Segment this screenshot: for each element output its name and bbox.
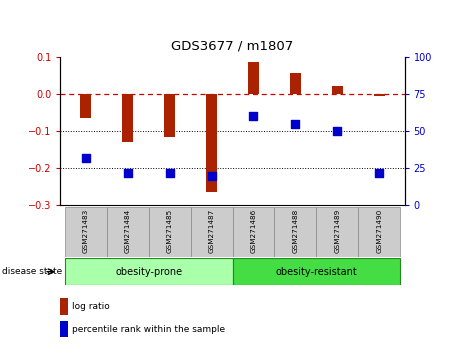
Point [292,121,299,126]
Bar [164,94,175,137]
Bar [60,321,68,337]
Point [166,170,173,176]
Text: log ratio: log ratio [73,302,110,311]
Point [334,128,341,134]
Bar [122,94,133,142]
Text: GSM271490: GSM271490 [376,209,382,253]
Text: disease state: disease state [2,267,63,276]
Bar [149,207,191,257]
Text: GSM271485: GSM271485 [166,209,173,253]
Bar [316,207,359,257]
Bar [359,207,400,257]
Text: GSM271483: GSM271483 [83,209,89,253]
Text: GSM271488: GSM271488 [292,209,299,253]
Bar [232,258,400,285]
Point [124,170,131,176]
Bar [65,207,106,257]
Bar [80,94,91,118]
Bar [274,207,316,257]
Bar [232,207,274,257]
Text: obesity-resistant: obesity-resistant [276,267,357,277]
Text: GSM271487: GSM271487 [208,209,214,253]
Text: obesity-prone: obesity-prone [115,267,182,277]
Bar [374,94,385,96]
Bar [106,207,149,257]
Bar [290,73,301,94]
Bar [191,207,232,257]
Point [208,173,215,178]
Text: percentile rank within the sample: percentile rank within the sample [73,325,226,334]
Bar [65,258,232,285]
Text: GSM271484: GSM271484 [125,209,131,253]
Point [82,155,89,161]
Text: GSM271486: GSM271486 [251,209,257,253]
Bar [332,86,343,94]
Bar [206,94,217,192]
Bar [60,298,68,315]
Text: GSM271489: GSM271489 [334,209,340,253]
Point [250,113,257,119]
Bar [248,62,259,94]
Title: GDS3677 / m1807: GDS3677 / m1807 [172,40,293,53]
Point [376,170,383,176]
